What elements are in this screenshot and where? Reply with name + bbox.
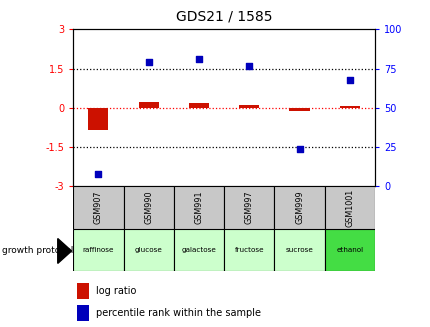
Bar xyxy=(77,305,89,321)
Text: fructose: fructose xyxy=(234,247,264,253)
Bar xyxy=(138,102,158,108)
Bar xyxy=(339,106,359,108)
Point xyxy=(195,57,202,62)
Bar xyxy=(88,108,108,130)
Bar xyxy=(324,186,374,229)
Text: glucose: glucose xyxy=(135,247,162,253)
Bar xyxy=(224,229,274,271)
Bar xyxy=(173,186,224,229)
Text: GSM907: GSM907 xyxy=(94,191,103,224)
Bar xyxy=(77,283,89,299)
Text: log ratio: log ratio xyxy=(96,285,136,296)
Bar xyxy=(188,103,209,108)
Bar xyxy=(123,186,173,229)
Polygon shape xyxy=(58,239,71,264)
Bar xyxy=(224,186,274,229)
Text: raffinose: raffinose xyxy=(83,247,114,253)
Point xyxy=(145,60,152,65)
Text: GDS21 / 1585: GDS21 / 1585 xyxy=(175,10,272,24)
Point xyxy=(346,77,353,82)
Bar xyxy=(73,186,123,229)
Text: growth protocol: growth protocol xyxy=(2,246,74,255)
Text: GSM991: GSM991 xyxy=(194,191,203,224)
Bar xyxy=(274,186,324,229)
Text: ethanol: ethanol xyxy=(335,247,362,253)
Bar xyxy=(73,229,123,271)
Text: galactose: galactose xyxy=(181,247,216,253)
Point xyxy=(95,171,101,177)
Point xyxy=(295,146,302,151)
Bar xyxy=(173,229,224,271)
Bar xyxy=(274,229,324,271)
Bar xyxy=(324,229,374,271)
Text: GSM1001: GSM1001 xyxy=(344,189,353,227)
Text: sucrose: sucrose xyxy=(285,247,313,253)
Point xyxy=(245,63,252,68)
Text: GSM999: GSM999 xyxy=(295,191,303,224)
Text: GSM997: GSM997 xyxy=(244,191,253,224)
Bar xyxy=(123,229,173,271)
Text: GSM990: GSM990 xyxy=(144,191,153,224)
Text: percentile rank within the sample: percentile rank within the sample xyxy=(96,308,261,318)
Bar xyxy=(289,108,309,111)
Bar xyxy=(239,105,259,108)
